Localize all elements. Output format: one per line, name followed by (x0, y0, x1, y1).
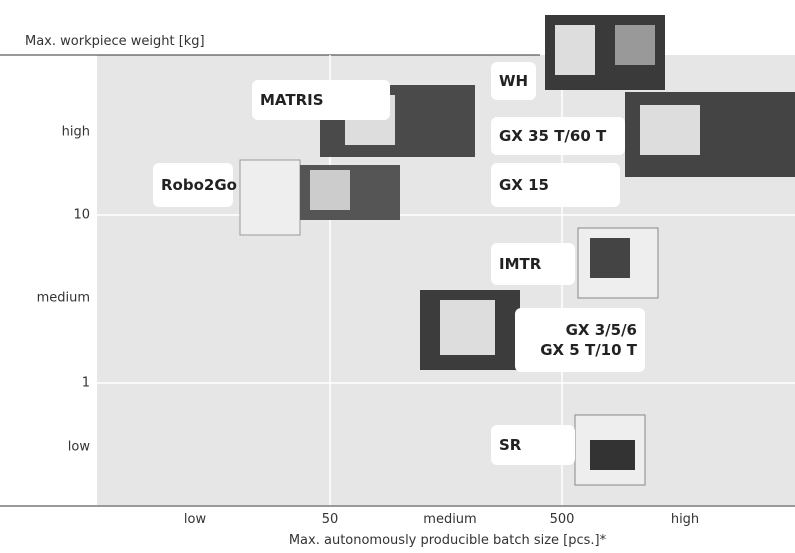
y-label: high (62, 125, 90, 140)
x-axis-title: Max. autonomously producible batch size … (0, 533, 795, 548)
product-name: GX 5 T/10 T (540, 340, 637, 360)
product-label: GX 35 T/60 T (491, 117, 625, 155)
product-name: Robo2Go (161, 175, 237, 195)
product-label: Robo2Go (153, 163, 233, 207)
positioning-chart: Max. workpiece weight [kg] Max. autonomo… (0, 0, 795, 553)
y-label: low (68, 440, 90, 455)
product-name: SR (499, 435, 521, 455)
product-label: GX 15 (491, 163, 620, 207)
product-label: IMTR (491, 243, 575, 285)
x-label: high (671, 512, 699, 527)
x-label: 50 (322, 512, 339, 527)
y-label: medium (37, 291, 90, 306)
product-name: GX 35 T/60 T (499, 126, 606, 146)
y-axis-title: Max. workpiece weight [kg] (25, 34, 205, 49)
product-label: SR (491, 425, 575, 465)
y-label: 10 (73, 208, 90, 223)
y-label: 1 (82, 376, 90, 391)
product-label: WH (491, 62, 536, 100)
product-name: IMTR (499, 254, 541, 274)
x-label: medium (423, 512, 476, 527)
background (0, 0, 795, 553)
product-name: GX 15 (499, 175, 549, 195)
product-name: GX 3/5/6 (566, 320, 637, 340)
product-label: MATRIS (252, 80, 390, 120)
x-label: low (184, 512, 206, 527)
x-label: 500 (550, 512, 575, 527)
product-name: MATRIS (260, 90, 324, 110)
product-name: WH (499, 71, 528, 91)
